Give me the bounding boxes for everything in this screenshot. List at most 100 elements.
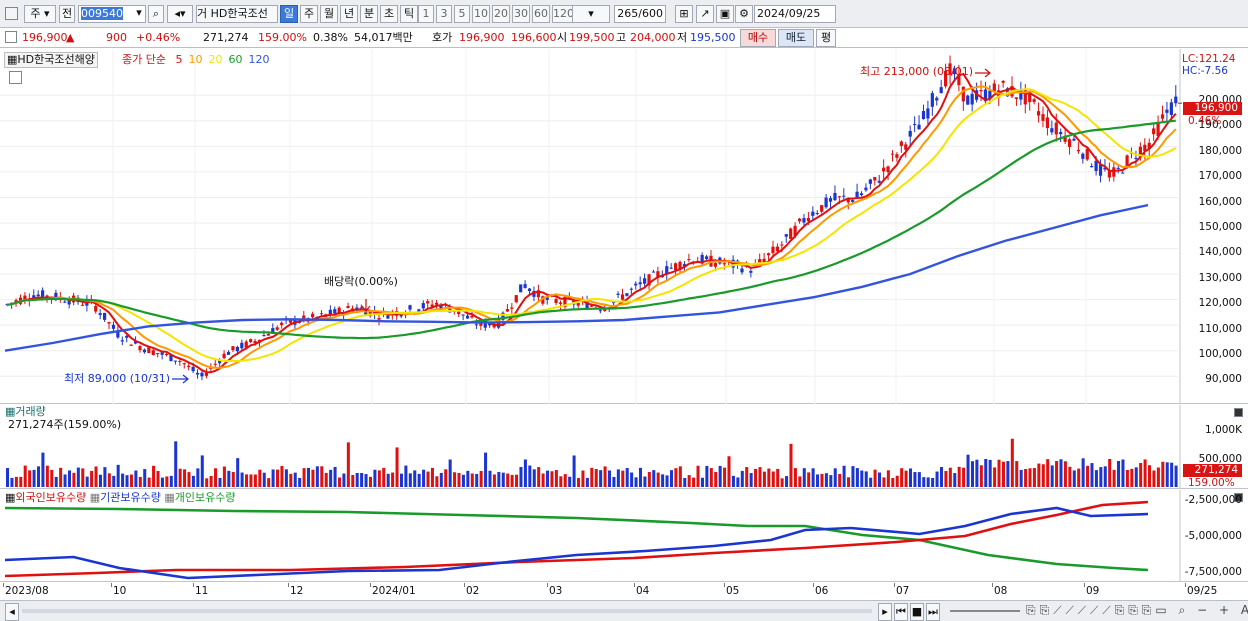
x-axis-tick bbox=[288, 583, 289, 587]
up-candle bbox=[302, 315, 306, 319]
down-candle bbox=[67, 300, 71, 305]
x-axis-label: 10 bbox=[113, 585, 127, 597]
sound-icon[interactable]: ◂▾ bbox=[167, 5, 193, 23]
count-input[interactable]: 265/600 bbox=[614, 5, 666, 23]
volume-bar bbox=[413, 470, 417, 487]
up-candle bbox=[1001, 80, 1005, 83]
minute-tab-3[interactable]: 10 bbox=[472, 5, 490, 23]
minute-tab-4[interactable]: 20 bbox=[492, 5, 510, 23]
market-kind-select[interactable]: 주 ▾ bbox=[24, 5, 56, 23]
close-icon[interactable] bbox=[1234, 408, 1243, 417]
minute-tab-1[interactable]: 3 bbox=[436, 5, 452, 23]
scroll-left-icon[interactable]: ◂ bbox=[5, 603, 19, 621]
holdings-chart[interactable] bbox=[0, 490, 1248, 582]
volume-bar bbox=[342, 473, 346, 487]
indicator-icon[interactable]: ↗ bbox=[696, 5, 714, 23]
gear-icon[interactable]: ⚙ bbox=[735, 5, 753, 23]
volume-bar bbox=[767, 468, 771, 487]
volume-bar bbox=[886, 470, 890, 487]
volume-bar bbox=[240, 472, 244, 487]
minute-tab-0[interactable]: 1 bbox=[418, 5, 434, 23]
down-candle bbox=[32, 295, 36, 299]
period-tab-0[interactable]: 일 bbox=[280, 5, 298, 23]
code-dropdown-icon[interactable]: ▾ bbox=[136, 6, 142, 19]
buy-button[interactable]: 매수 bbox=[740, 29, 776, 47]
volume-bar bbox=[908, 468, 913, 487]
period-tab-5[interactable]: 초 bbox=[380, 5, 398, 23]
save-icon[interactable]: ▣ bbox=[716, 5, 734, 23]
up-candle bbox=[266, 333, 270, 336]
volume-bar bbox=[878, 472, 882, 487]
volume-bar bbox=[1117, 461, 1121, 487]
scroll-right-icon[interactable]: ▸ bbox=[878, 603, 892, 621]
minute-tab-2[interactable]: 5 bbox=[454, 5, 470, 23]
first-icon[interactable]: ⏮ bbox=[894, 603, 908, 621]
down-candle bbox=[1134, 157, 1138, 159]
x-axis-label: 2023/08 bbox=[5, 585, 49, 597]
volume-bar bbox=[470, 473, 474, 487]
minute-tab-6[interactable]: 60 bbox=[532, 5, 550, 23]
volume-bar bbox=[1108, 458, 1112, 487]
volume-bar bbox=[1130, 468, 1134, 487]
period-tab-4[interactable]: 분 bbox=[360, 5, 378, 23]
volume-bar bbox=[249, 474, 253, 487]
search-icon[interactable]: ⌕ bbox=[148, 5, 164, 23]
minute-select[interactable]: ▾ bbox=[572, 5, 610, 23]
period-tab-3[interactable]: 년 bbox=[340, 5, 358, 23]
scrollbar-track[interactable] bbox=[22, 609, 872, 613]
down-candle bbox=[483, 321, 487, 328]
volume-bar bbox=[169, 475, 173, 487]
minute-tab-5[interactable]: 30 bbox=[512, 5, 530, 23]
zoom-slider[interactable] bbox=[950, 610, 1020, 612]
down-candle bbox=[386, 315, 390, 319]
volume-bar bbox=[231, 471, 235, 487]
volume-bar bbox=[869, 477, 873, 487]
volume-bar bbox=[1028, 468, 1032, 487]
window-menu-icon[interactable] bbox=[5, 7, 18, 20]
up-candle bbox=[204, 372, 209, 376]
volume-bar bbox=[14, 476, 18, 487]
volume-chart[interactable] bbox=[0, 405, 1248, 489]
close-icon-2[interactable] bbox=[1234, 493, 1243, 502]
grid-toggle-icon[interactable] bbox=[9, 71, 22, 84]
volume-bar bbox=[700, 477, 704, 487]
period-tab-2[interactable]: 월 bbox=[320, 5, 338, 23]
volume-bar bbox=[607, 470, 612, 487]
sep-icon-2: ▦ bbox=[164, 491, 175, 504]
down-candle bbox=[815, 213, 819, 215]
stock-code-input[interactable]: 009540 bbox=[78, 5, 146, 23]
stop-icon[interactable]: ■ bbox=[910, 603, 924, 621]
volume-bar bbox=[466, 470, 470, 487]
down-candle bbox=[917, 124, 921, 130]
volume-bar bbox=[165, 476, 169, 487]
prev-button[interactable]: 전 bbox=[59, 5, 75, 23]
volume-bar bbox=[816, 474, 820, 487]
price-chart[interactable] bbox=[0, 49, 1248, 404]
quote-row: 196,900 ▲ 900 +0.46% 271,274 159.00% 0.3… bbox=[0, 28, 1248, 48]
period-tab-1[interactable]: 주 bbox=[300, 5, 318, 23]
lc-label: LC:121.24 bbox=[1182, 53, 1236, 65]
stock-name-field[interactable]: 거 HD한국조선 bbox=[196, 5, 278, 23]
up-candle bbox=[311, 313, 315, 318]
last-icon[interactable]: ⏭ bbox=[926, 603, 940, 621]
volume-bar bbox=[1015, 461, 1019, 487]
quote-toggle-icon[interactable] bbox=[5, 31, 17, 43]
date-input[interactable]: 2024/09/25 bbox=[754, 5, 836, 23]
volume-bar bbox=[1032, 468, 1036, 487]
down-candle bbox=[983, 89, 988, 102]
volume-bar bbox=[917, 472, 921, 487]
x-axis-label: 2024/01 bbox=[372, 585, 416, 597]
evaluate-button[interactable]: 평 bbox=[816, 29, 836, 47]
up-candle bbox=[789, 228, 793, 239]
volume-bar bbox=[762, 471, 766, 487]
period-tab-6[interactable]: 틱 bbox=[400, 5, 418, 23]
crosshair-icon[interactable]: ⊞ bbox=[675, 5, 693, 23]
toggle-icon: ▦ bbox=[7, 53, 18, 66]
volume-bar bbox=[76, 467, 80, 487]
sell-button[interactable]: 매도 bbox=[778, 29, 814, 47]
volume-bar bbox=[399, 473, 403, 487]
volume-bar bbox=[630, 472, 634, 487]
volume-bar bbox=[922, 477, 926, 487]
minute-tab-7[interactable]: 120 bbox=[552, 5, 574, 23]
drawing-tools-icons[interactable]: ⎘⎘⟋⟋⟋⟋⟋⎘⎘⎘▭ ⌕ − + A bbox=[1026, 603, 1248, 617]
